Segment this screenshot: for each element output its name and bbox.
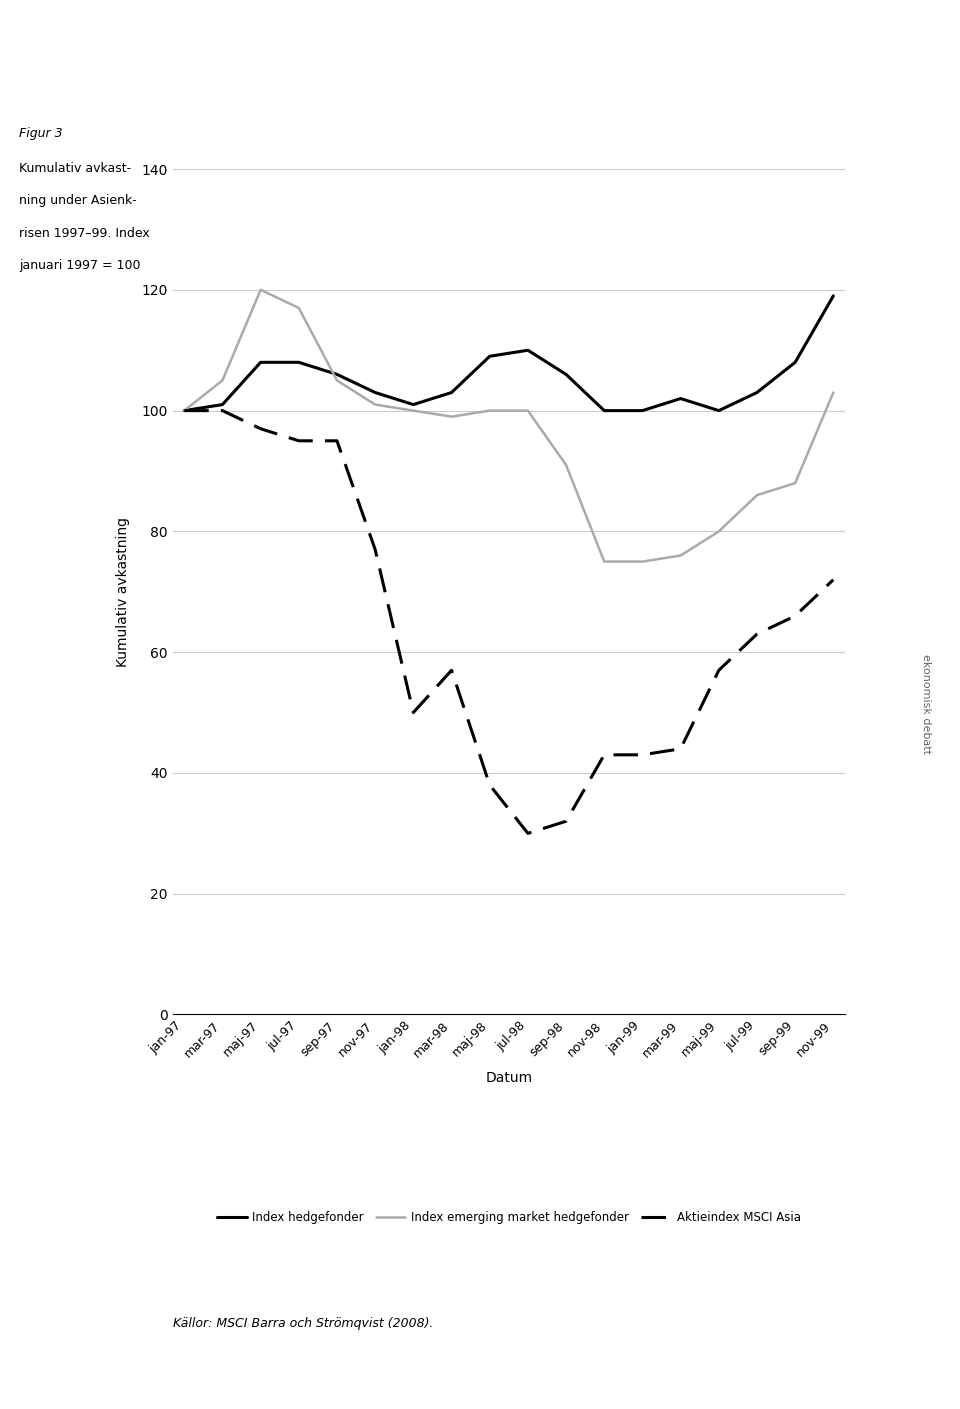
Aktieindex MSCI Asia <box>789 607 801 624</box>
Aktieindex MSCI Asia <box>828 571 839 588</box>
Index hedgefonder <box>789 354 801 371</box>
Index emerging market hedgefonder <box>561 457 572 473</box>
Index hedgefonder <box>331 366 343 383</box>
Index emerging market hedgefonder <box>713 523 725 540</box>
Index emerging market hedgefonder <box>598 554 610 571</box>
Index emerging market hedgefonder <box>370 396 381 413</box>
Index emerging market hedgefonder <box>254 282 266 299</box>
Aktieindex MSCI Asia <box>179 402 190 418</box>
Index hedgefonder <box>217 396 228 413</box>
Y-axis label: Kumulativ avkastning: Kumulativ avkastning <box>116 517 131 666</box>
Aktieindex MSCI Asia <box>561 813 572 830</box>
Aktieindex MSCI Asia <box>217 402 228 418</box>
Index hedgefonder <box>445 385 457 402</box>
Text: ekonomisk debatt: ekonomisk debatt <box>922 655 931 754</box>
Aktieindex MSCI Asia <box>254 420 266 437</box>
Index emerging market hedgefonder <box>752 486 763 503</box>
Index hedgefonder <box>636 402 648 418</box>
Text: risen 1997–99. Index: risen 1997–99. Index <box>19 227 150 240</box>
Index hedgefonder <box>370 385 381 402</box>
Aktieindex MSCI Asia <box>598 747 610 764</box>
Aktieindex MSCI Asia <box>713 662 725 679</box>
Aktieindex MSCI Asia <box>445 662 457 679</box>
Aktieindex MSCI Asia <box>636 747 648 764</box>
Text: ning under Asienk-: ning under Asienk- <box>19 194 137 207</box>
Index emerging market hedgefonder <box>636 554 648 571</box>
Index hedgefonder <box>713 402 725 418</box>
Index hedgefonder <box>522 342 534 359</box>
Index hedgefonder <box>675 390 686 407</box>
Aktieindex MSCI Asia <box>370 541 381 558</box>
Line: Index emerging market hedgefonder: Index emerging market hedgefonder <box>184 290 833 562</box>
Index hedgefonder <box>293 354 304 371</box>
Aktieindex MSCI Asia <box>484 776 495 793</box>
Index hedgefonder <box>828 287 839 304</box>
Index hedgefonder <box>179 402 190 418</box>
Text: januari 1997 = 100: januari 1997 = 100 <box>19 259 141 272</box>
Index emerging market hedgefonder <box>828 385 839 402</box>
Index emerging market hedgefonder <box>789 475 801 492</box>
Aktieindex MSCI Asia <box>331 433 343 449</box>
Aktieindex MSCI Asia <box>675 740 686 757</box>
Index emerging market hedgefonder <box>179 402 190 418</box>
Text: Kumulativ avkast-: Kumulativ avkast- <box>19 162 132 175</box>
Index emerging market hedgefonder <box>217 372 228 389</box>
Index hedgefonder <box>752 385 763 402</box>
Index emerging market hedgefonder <box>484 402 495 418</box>
X-axis label: Datum: Datum <box>485 1071 533 1085</box>
Index emerging market hedgefonder <box>445 409 457 426</box>
Index emerging market hedgefonder <box>408 402 420 418</box>
Index emerging market hedgefonder <box>293 300 304 317</box>
Index hedgefonder <box>484 348 495 365</box>
Index hedgefonder <box>561 366 572 383</box>
Aktieindex MSCI Asia <box>752 626 763 643</box>
Index hedgefonder <box>408 396 420 413</box>
Index hedgefonder <box>254 354 266 371</box>
Aktieindex MSCI Asia <box>408 704 420 721</box>
Line: Aktieindex MSCI Asia: Aktieindex MSCI Asia <box>184 410 833 833</box>
Aktieindex MSCI Asia <box>522 824 534 841</box>
Index emerging market hedgefonder <box>331 372 343 389</box>
Index emerging market hedgefonder <box>522 402 534 418</box>
Text: Källor: MSCI Barra och Strömqvist (2008).: Källor: MSCI Barra och Strömqvist (2008)… <box>173 1317 433 1330</box>
Text: Figur 3: Figur 3 <box>19 127 62 139</box>
Index emerging market hedgefonder <box>675 547 686 564</box>
Line: Index hedgefonder: Index hedgefonder <box>184 296 833 410</box>
Aktieindex MSCI Asia <box>293 433 304 449</box>
Legend: Index hedgefonder, Index emerging market hedgefonder, Aktieindex MSCI Asia: Index hedgefonder, Index emerging market… <box>212 1206 805 1229</box>
Index hedgefonder <box>598 402 610 418</box>
